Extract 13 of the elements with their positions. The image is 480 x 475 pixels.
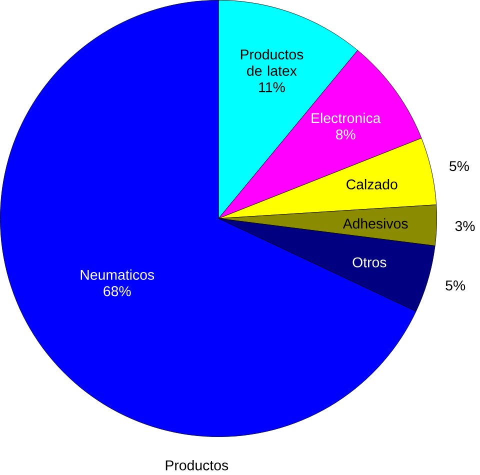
data-label: 5%	[446, 280, 466, 290]
slice-label: Adhesivos	[342, 218, 408, 229]
slice-label: Calzado	[346, 178, 398, 190]
data-label: 5%	[450, 161, 469, 172]
slice-label: Productos de latex	[240, 49, 304, 76]
slice-label: Otros	[352, 257, 386, 268]
data-label: 3%	[455, 220, 475, 232]
text: Productos	[166, 460, 228, 470]
data-label: 68%	[104, 286, 131, 296]
data-label: 11%	[259, 82, 285, 92]
slice-label: Electronica	[312, 112, 381, 124]
data-label: 8%	[336, 129, 356, 140]
slice-label: Neumaticos	[80, 269, 154, 280]
